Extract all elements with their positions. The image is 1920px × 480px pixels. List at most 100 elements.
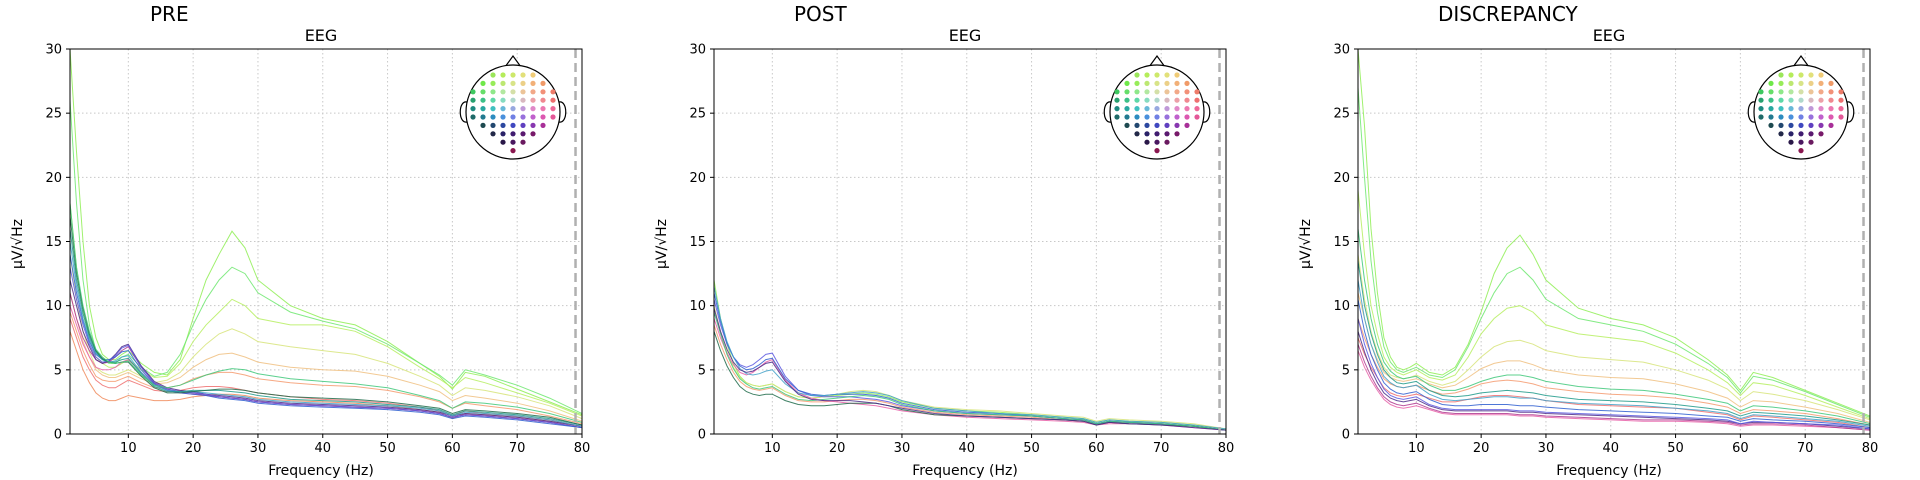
sensor-dot bbox=[1828, 122, 1834, 128]
sensor-dot bbox=[1778, 89, 1784, 95]
sensor-dot bbox=[490, 80, 496, 86]
sensor-dot bbox=[1808, 80, 1814, 86]
sensor-dot bbox=[480, 122, 486, 128]
panel-post: POST EEG µV/√Hz Frequency (Hz) 10 20 30 40 5… bbox=[654, 2, 1234, 479]
sensor-dot bbox=[520, 131, 526, 137]
sensor-dot bbox=[1184, 89, 1190, 95]
x-tick-label: 40 bbox=[314, 441, 331, 456]
sensor-dot bbox=[1808, 72, 1814, 78]
sensor-dot bbox=[480, 89, 486, 95]
y-tick-label: 5 bbox=[54, 363, 62, 378]
sensor-dot bbox=[1184, 97, 1190, 103]
sensor-dot bbox=[1838, 89, 1844, 95]
sensor-dot bbox=[520, 80, 526, 86]
sensor-dot bbox=[1838, 114, 1844, 120]
sensor-dot bbox=[1134, 131, 1140, 137]
x-axis-label: Frequency (Hz) bbox=[912, 463, 1018, 479]
series-line bbox=[1358, 87, 1870, 418]
sensor-dot bbox=[1838, 97, 1844, 103]
sensor-dot bbox=[1184, 122, 1190, 128]
nose-shape bbox=[504, 54, 522, 68]
series-line bbox=[1358, 337, 1870, 429]
x-tick-label: 70 bbox=[1797, 441, 1814, 456]
x-tick-label: 50 bbox=[379, 441, 396, 456]
y-tick-label: 10 bbox=[1333, 299, 1350, 314]
sensor-dot bbox=[1768, 122, 1774, 128]
sensor-dot bbox=[1144, 89, 1150, 95]
sensor-dot bbox=[1154, 106, 1160, 112]
y-tick-label: 5 bbox=[1342, 363, 1350, 378]
sensor-dot bbox=[500, 89, 506, 95]
series-line bbox=[70, 215, 582, 426]
sensor-dot bbox=[490, 72, 496, 78]
sensor-dot bbox=[1114, 97, 1120, 103]
y-tick-label: 10 bbox=[689, 299, 706, 314]
plot-area: 10 20 30 40 50 60 70 80 0 5 10 15 20 25 30 bbox=[45, 43, 590, 457]
sensor-dot bbox=[470, 97, 476, 103]
chart-title: EEG bbox=[949, 26, 982, 45]
sensor-dot bbox=[1124, 80, 1130, 86]
sensor-dot bbox=[550, 89, 556, 95]
sensor-dot bbox=[1798, 106, 1804, 112]
x-tick-label: 50 bbox=[1023, 441, 1040, 456]
sensor-dot bbox=[1164, 114, 1170, 120]
sensor-dot bbox=[1154, 89, 1160, 95]
sensor-dot bbox=[1818, 106, 1824, 112]
sensor-dot bbox=[1808, 122, 1814, 128]
sensor-dot bbox=[1818, 122, 1824, 128]
x-tick-label: 20 bbox=[1473, 441, 1490, 456]
x-tick-label: 30 bbox=[250, 441, 267, 456]
sensor-dot bbox=[490, 97, 496, 103]
sensor-dot bbox=[1788, 139, 1794, 145]
sensor-dot bbox=[1164, 80, 1170, 86]
sensor-dot bbox=[1768, 97, 1774, 103]
series-line bbox=[70, 292, 582, 422]
sensor-dot bbox=[490, 89, 496, 95]
sensor-dot bbox=[1778, 131, 1784, 137]
sensor-dot bbox=[530, 89, 536, 95]
sensor-dot bbox=[1174, 106, 1180, 112]
x-tick-label: 80 bbox=[1862, 441, 1879, 456]
sensor-dot bbox=[1164, 131, 1170, 137]
sensor-dot bbox=[1134, 114, 1140, 120]
series-line bbox=[1358, 279, 1870, 427]
sensor-dot bbox=[1134, 89, 1140, 95]
sensor-dot bbox=[1164, 97, 1170, 103]
sensor-dot bbox=[1144, 72, 1150, 78]
sensor-dot bbox=[1134, 80, 1140, 86]
sensor-dot bbox=[490, 131, 496, 137]
series-line bbox=[714, 311, 1226, 431]
sensor-dot bbox=[1838, 106, 1844, 112]
sensor-dot bbox=[1788, 106, 1794, 112]
sensor-dot bbox=[1798, 72, 1804, 78]
y-tick-label: 25 bbox=[1333, 107, 1350, 122]
series-group bbox=[714, 279, 1226, 431]
series-line bbox=[714, 279, 1226, 430]
sensor-dot bbox=[1788, 114, 1794, 120]
sensor-dot bbox=[1768, 106, 1774, 112]
ear-right bbox=[1202, 101, 1211, 123]
sensor-dot bbox=[490, 106, 496, 112]
sensor-dot bbox=[540, 106, 546, 112]
x-tick-label: 70 bbox=[509, 441, 526, 456]
head-outline bbox=[465, 64, 561, 160]
ear-right bbox=[558, 101, 567, 123]
x-tick-label: 10 bbox=[1408, 441, 1425, 456]
series-line bbox=[70, 267, 582, 429]
sensor-dot bbox=[540, 122, 546, 128]
sensor-dot bbox=[1134, 97, 1140, 103]
sensor-dot bbox=[1798, 148, 1804, 154]
series-line bbox=[714, 324, 1226, 431]
x-tick-label: 40 bbox=[1602, 441, 1619, 456]
sensor-dot bbox=[530, 97, 536, 103]
sensor-dot bbox=[510, 80, 516, 86]
sensor-head-icon bbox=[1103, 54, 1211, 160]
x-axis-label: Frequency (Hz) bbox=[268, 463, 374, 479]
sensor-dot bbox=[550, 106, 556, 112]
sensor-dot bbox=[510, 72, 516, 78]
sensor-dot bbox=[1828, 89, 1834, 95]
series-group bbox=[70, 49, 582, 429]
sensor-head-icon bbox=[459, 54, 567, 160]
sensor-dot bbox=[520, 89, 526, 95]
